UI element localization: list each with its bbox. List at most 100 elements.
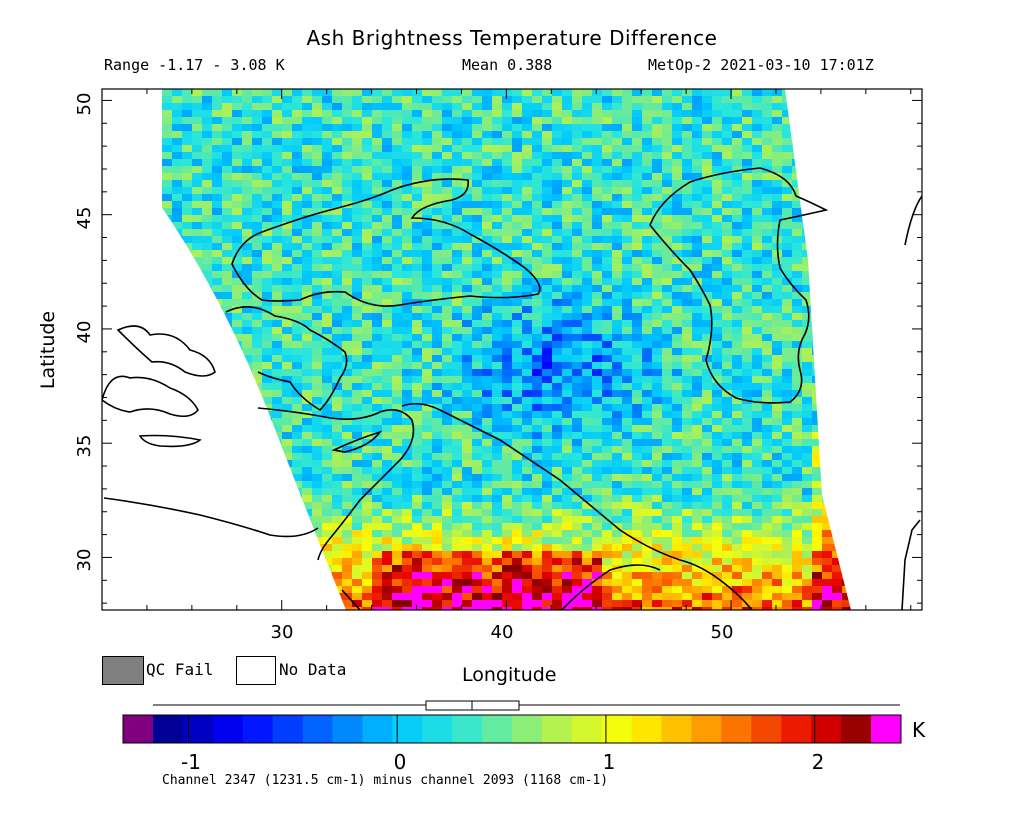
heatmap-cell	[412, 89, 423, 97]
heatmap-cell	[492, 96, 503, 104]
heatmap-cell	[712, 173, 723, 181]
heatmap-cell	[642, 404, 653, 412]
heatmap-cell	[452, 439, 463, 447]
heatmap-cell	[262, 299, 273, 307]
heatmap-cell	[172, 124, 183, 132]
heatmap-cell	[252, 397, 263, 405]
heatmap-cell	[792, 439, 803, 447]
heatmap-cell	[562, 285, 573, 293]
heatmap-cell	[322, 369, 333, 377]
heatmap-cell	[792, 194, 803, 202]
heatmap-cell	[782, 271, 793, 279]
heatmap-cell	[212, 390, 223, 398]
heatmap-cell	[512, 411, 523, 419]
heatmap-cell	[232, 432, 243, 440]
heatmap-cell	[412, 390, 423, 398]
heatmap-cell	[782, 222, 793, 230]
heatmap-cell	[422, 530, 433, 538]
heatmap-cell	[522, 243, 533, 251]
heatmap-cell	[732, 362, 743, 370]
heatmap-cell	[482, 243, 493, 251]
heatmap-cell	[772, 299, 783, 307]
heatmap-cell	[822, 173, 833, 181]
heatmap-cell	[502, 299, 513, 307]
heatmap-cell	[662, 495, 673, 503]
heatmap-cell	[302, 355, 313, 363]
heatmap-cell	[492, 334, 503, 342]
heatmap-cell	[522, 285, 533, 293]
heatmap-cell	[682, 152, 693, 160]
heatmap-cell	[432, 481, 443, 489]
heatmap-cell	[852, 173, 863, 181]
heatmap-cell	[192, 488, 203, 496]
heatmap-cell	[542, 523, 553, 531]
heatmap-cell	[322, 187, 333, 195]
heatmap-cell	[342, 103, 353, 111]
heatmap-cell	[722, 404, 733, 412]
heatmap-cell	[242, 411, 253, 419]
heatmap-cell	[572, 495, 583, 503]
heatmap-cell	[282, 411, 293, 419]
heatmap-cell	[852, 453, 863, 461]
heatmap-cell	[842, 250, 851, 258]
heatmap-cell	[482, 411, 493, 419]
heatmap-cell	[592, 390, 603, 398]
heatmap-cell	[182, 348, 193, 356]
heatmap-cell	[592, 425, 603, 433]
heatmap-cell	[252, 159, 263, 167]
heatmap-cell	[392, 348, 403, 356]
heatmap-cell	[792, 474, 803, 482]
heatmap-cell	[302, 313, 313, 321]
heatmap-cell	[742, 404, 753, 412]
heatmap-cell	[602, 397, 613, 405]
heatmap-cell	[522, 530, 533, 538]
heatmap-cell	[262, 194, 273, 202]
heatmap-cell	[412, 250, 423, 258]
heatmap-cell	[242, 425, 253, 433]
heatmap-cell	[412, 271, 423, 279]
heatmap-cell	[702, 271, 713, 279]
heatmap-cell	[562, 383, 573, 391]
heatmap-cell	[222, 369, 233, 377]
heatmap-cell	[522, 355, 533, 363]
heatmap-cell	[322, 348, 333, 356]
heatmap-cell	[562, 362, 573, 370]
heatmap-cell	[802, 341, 813, 349]
heatmap-cell	[332, 194, 343, 202]
heatmap-cell	[762, 432, 773, 440]
heatmap-cell	[662, 369, 673, 377]
heatmap-cell	[442, 138, 453, 146]
heatmap-cell	[372, 201, 383, 209]
heatmap-cell	[802, 509, 813, 517]
heatmap-cell	[502, 467, 513, 475]
heatmap-cell	[752, 222, 763, 230]
heatmap-cell	[472, 404, 483, 412]
heatmap-cell	[442, 96, 453, 104]
heatmap-cell	[612, 250, 623, 258]
heatmap-cell	[272, 425, 283, 433]
heatmap-cell	[672, 124, 683, 132]
heatmap-cell	[732, 96, 743, 104]
heatmap-cell	[242, 439, 253, 447]
heatmap-cell	[242, 201, 253, 209]
heatmap-cell	[822, 341, 833, 349]
heatmap-cell	[272, 138, 283, 146]
heatmap-cell	[852, 229, 863, 237]
heatmap-cell	[332, 180, 343, 188]
heatmap-cell	[372, 551, 383, 559]
heatmap-cell	[222, 446, 233, 454]
heatmap-cell	[512, 446, 523, 454]
heatmap-cell	[382, 474, 393, 482]
heatmap-cell	[252, 278, 263, 286]
heatmap-cell	[582, 131, 593, 139]
heatmap-cell	[192, 390, 203, 398]
heatmap-cell	[212, 474, 223, 482]
heatmap-cell	[782, 572, 793, 580]
heatmap-cell	[612, 348, 623, 356]
heatmap-cell	[282, 509, 293, 517]
heatmap-cell	[622, 334, 633, 342]
heatmap-cell	[432, 271, 443, 279]
heatmap-cell	[552, 117, 563, 125]
heatmap-cell	[362, 96, 373, 104]
heatmap-cell	[502, 551, 513, 559]
